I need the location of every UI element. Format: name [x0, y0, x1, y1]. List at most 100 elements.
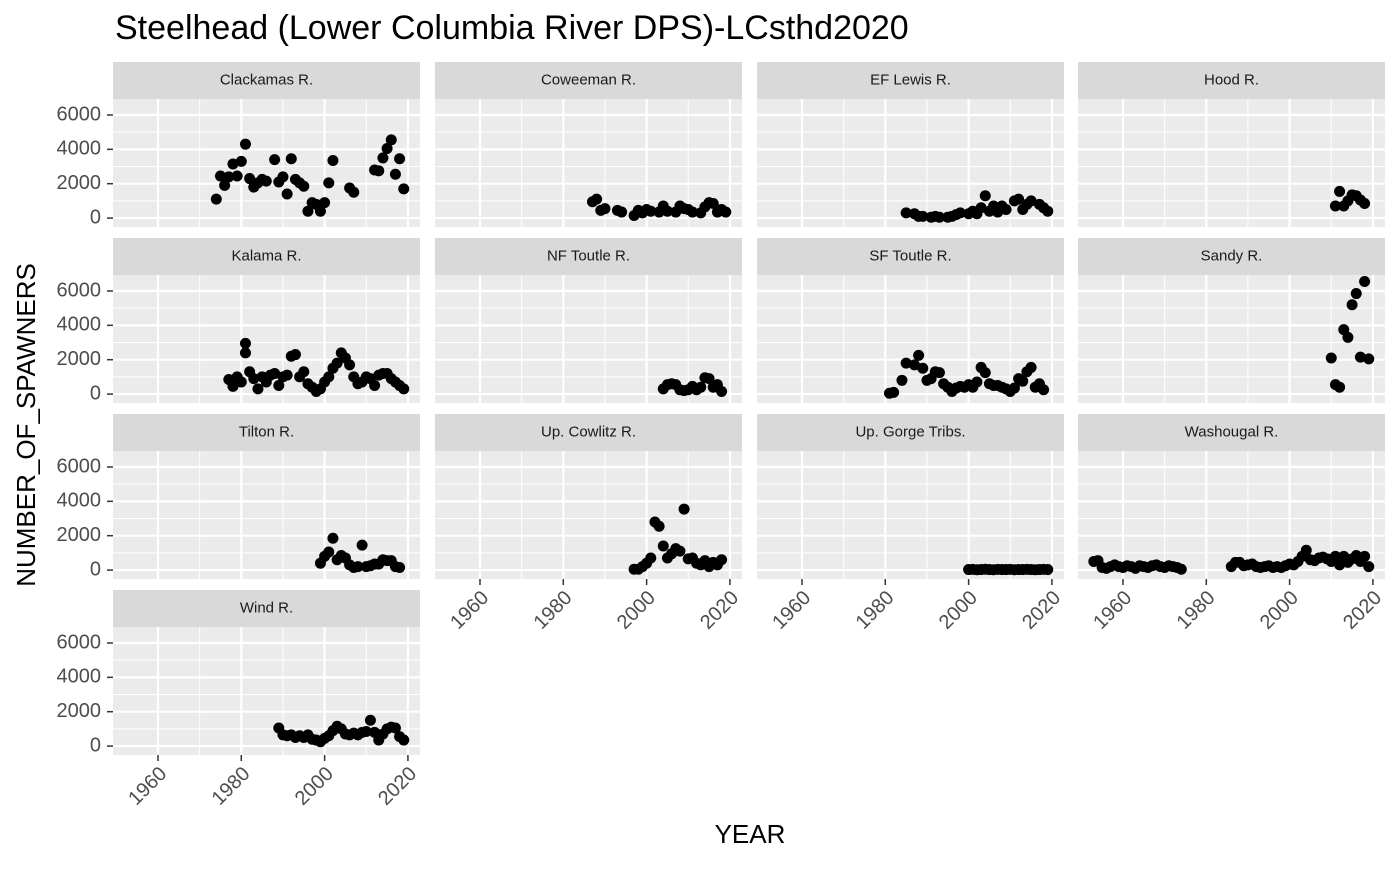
- data-point: [323, 546, 335, 558]
- data-point: [908, 359, 920, 371]
- data-point: [1329, 550, 1341, 562]
- data-point: [979, 367, 991, 379]
- data-point: [369, 379, 381, 391]
- y-tick-label: 6000: [57, 279, 102, 301]
- strip: [435, 414, 742, 451]
- data-point: [319, 197, 331, 209]
- data-point: [227, 158, 239, 170]
- strip-label: NF Toutle R.: [547, 247, 630, 264]
- panel: [757, 275, 1064, 403]
- data-point: [674, 545, 686, 557]
- y-tick-label: 2000: [57, 524, 102, 546]
- data-point: [661, 205, 673, 217]
- data-point: [720, 206, 732, 218]
- data-point: [653, 520, 665, 532]
- data-point: [389, 722, 401, 734]
- data-point: [657, 540, 669, 552]
- data-point: [252, 383, 264, 395]
- data-point: [954, 207, 966, 219]
- data-point: [1359, 197, 1371, 209]
- panel: [757, 451, 1064, 579]
- data-point: [1175, 563, 1187, 575]
- strip-label: Up. Cowlitz R.: [541, 423, 636, 440]
- data-point: [348, 186, 360, 198]
- data-point: [900, 207, 912, 219]
- y-tick-label: 0: [90, 558, 101, 580]
- data-point: [223, 171, 235, 183]
- x-tick-label: 1960: [768, 587, 815, 634]
- data-point: [227, 380, 239, 392]
- data-point: [599, 203, 611, 215]
- x-tick-label: 1960: [446, 587, 493, 634]
- data-point: [281, 369, 293, 381]
- data-point: [269, 154, 281, 166]
- data-point: [616, 206, 628, 218]
- x-tick-label: 1980: [208, 763, 255, 810]
- data-point: [933, 211, 945, 223]
- strip-label: Wind R.: [240, 599, 293, 616]
- data-point: [323, 177, 335, 189]
- data-point: [381, 142, 393, 154]
- data-point: [260, 175, 272, 187]
- data-point: [273, 379, 285, 391]
- y-tick-label: 2000: [57, 348, 102, 370]
- strip-label: Clackamas R.: [220, 71, 313, 88]
- data-point: [360, 725, 372, 737]
- data-point: [398, 734, 410, 746]
- x-tick-label: 1980: [530, 587, 577, 634]
- data-point: [1363, 561, 1375, 573]
- strip: [113, 238, 420, 275]
- y-tick-label: 4000: [57, 666, 102, 688]
- data-point: [1013, 193, 1025, 205]
- x-tick-label: 1980: [1173, 587, 1220, 634]
- data-point: [298, 180, 310, 192]
- x-axis-label: YEAR: [715, 819, 786, 849]
- data-point: [298, 366, 310, 378]
- data-point: [344, 359, 356, 371]
- y-tick-label: 6000: [57, 103, 102, 125]
- y-tick-label: 4000: [57, 490, 102, 512]
- y-tick-label: 4000: [57, 314, 102, 336]
- data-point: [678, 503, 690, 515]
- data-point: [231, 170, 243, 182]
- data-point: [1025, 195, 1037, 207]
- strip: [113, 62, 420, 99]
- strip: [757, 414, 1064, 451]
- strip: [1078, 414, 1385, 451]
- data-point: [913, 349, 925, 361]
- data-point: [645, 552, 657, 564]
- strip-label: EF Lewis R.: [870, 71, 951, 88]
- strip: [435, 238, 742, 275]
- data-point: [373, 165, 385, 177]
- data-point: [235, 376, 247, 388]
- x-tick-label: 1960: [1089, 587, 1136, 634]
- strip: [113, 590, 420, 627]
- panel: [113, 451, 420, 579]
- y-axis-label: NUMBER_OF_SPAWNERS: [11, 263, 41, 587]
- data-point: [933, 367, 945, 379]
- y-tick-label: 4000: [57, 138, 102, 160]
- data-point: [1008, 382, 1020, 394]
- x-tick-label: 2000: [1256, 587, 1303, 634]
- data-point: [917, 210, 929, 222]
- data-point: [289, 349, 301, 361]
- data-point: [888, 386, 900, 398]
- data-point: [352, 561, 364, 573]
- y-tick-label: 0: [90, 734, 101, 756]
- data-point: [377, 152, 389, 164]
- chart-title: Steelhead (Lower Columbia River DPS)-LCs…: [115, 9, 909, 47]
- data-point: [971, 376, 983, 388]
- data-point: [1038, 384, 1050, 396]
- y-tick-label: 2000: [57, 700, 102, 722]
- x-tick-label: 2000: [291, 763, 338, 810]
- data-point: [327, 155, 339, 167]
- x-tick-label: 2020: [696, 587, 743, 634]
- data-point: [281, 188, 293, 200]
- data-point: [210, 193, 222, 205]
- data-point: [302, 205, 314, 217]
- data-point: [917, 362, 929, 374]
- strip: [113, 414, 420, 451]
- strip-label: Tilton R.: [239, 423, 294, 440]
- data-point: [285, 153, 297, 165]
